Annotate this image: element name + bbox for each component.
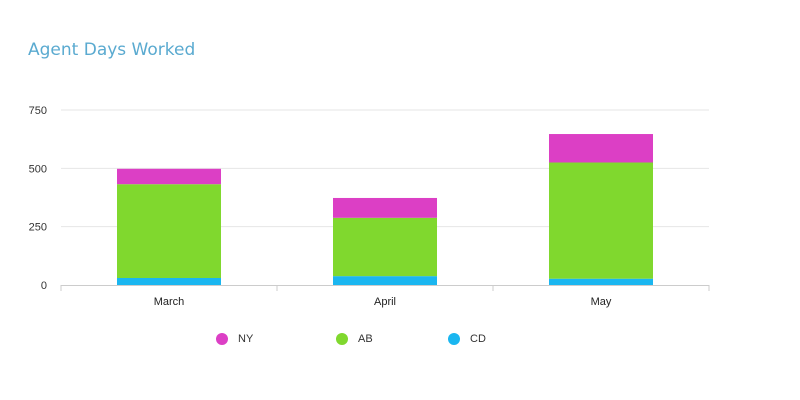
legend-swatch bbox=[336, 333, 348, 345]
bar-NY-April[interactable] bbox=[333, 197, 437, 218]
bar-AB-April[interactable] bbox=[333, 217, 437, 277]
legend-label: AB bbox=[358, 333, 373, 345]
bar-NY-May[interactable] bbox=[549, 134, 653, 163]
x-tick-label: March bbox=[154, 296, 185, 308]
legend-label: NY bbox=[238, 333, 254, 345]
legend-item-NY[interactable]: NY bbox=[216, 333, 253, 345]
y-tick-label: 500 bbox=[29, 163, 47, 175]
legend-label: CD bbox=[470, 333, 486, 345]
x-axis: March April May bbox=[60, 285, 710, 308]
chart-title: Agent Days Worked bbox=[28, 40, 196, 60]
y-tick-label: 250 bbox=[29, 222, 47, 234]
bar-AB-May[interactable] bbox=[549, 162, 653, 279]
legend-swatch bbox=[216, 333, 228, 345]
bar-CD-May[interactable] bbox=[549, 278, 653, 285]
y-axis: 0 250 500 750 bbox=[29, 105, 47, 292]
y-tick-label: 0 bbox=[41, 280, 47, 292]
x-tick-label: April bbox=[374, 296, 396, 308]
legend-item-CD[interactable]: CD bbox=[448, 333, 486, 345]
legend: NY AB CD bbox=[0, 333, 800, 353]
legend-item-AB[interactable]: AB bbox=[336, 333, 373, 345]
bar-CD-March[interactable] bbox=[117, 278, 221, 285]
bar-CD-April[interactable] bbox=[333, 276, 437, 285]
bar-NY-March[interactable] bbox=[117, 168, 221, 185]
bars bbox=[117, 134, 653, 285]
y-tick-label: 750 bbox=[29, 105, 47, 117]
bar-AB-March[interactable] bbox=[117, 184, 221, 278]
x-tick-label: May bbox=[591, 296, 612, 308]
legend-swatch bbox=[448, 333, 460, 345]
